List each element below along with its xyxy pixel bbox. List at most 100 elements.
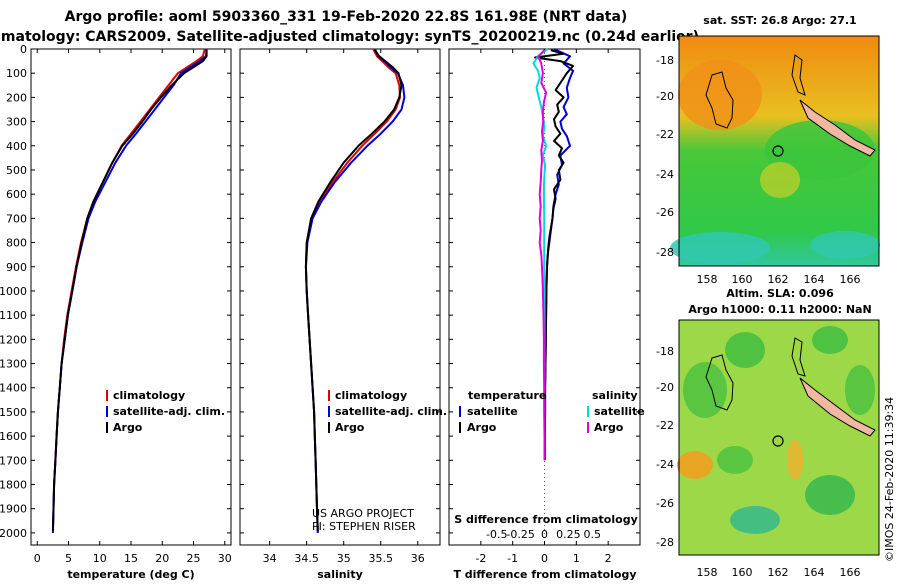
x-tick-label: 30 <box>218 552 232 565</box>
figure-title-line2: Climatology: CARS2009. Satellite-adjuste… <box>0 29 699 45</box>
sla-green-patch-2 <box>812 326 848 354</box>
legend-argo-label: Argo <box>113 421 143 434</box>
depth-tick-label: 100 <box>6 67 27 80</box>
depth-tick-label: 0 <box>20 43 27 56</box>
depth-tick-label: 1600 <box>0 430 27 443</box>
sst-warm-patch <box>678 60 762 130</box>
panel-ticks: 0100200300400500600700800900100011001200… <box>0 43 640 565</box>
sst-lon-tick: 158 <box>697 273 718 286</box>
sst-lon-tick: 166 <box>840 273 861 286</box>
new-caledonia-landmass <box>799 99 876 157</box>
sla-lon-tick: 164 <box>804 566 825 579</box>
depth-tick-label: 1400 <box>0 382 27 395</box>
depth-tick-label: 2000 <box>0 527 27 540</box>
sla-lat-tick: -28 <box>656 536 674 549</box>
legend-satellite-label: satellite-adj. clim. <box>335 405 447 418</box>
x-tick-label: 10 <box>93 552 107 565</box>
difference-xlabel-salinity: S difference from climatology <box>454 513 638 526</box>
temperature-legend: climatology satellite-adj. clim. Argo <box>106 389 225 434</box>
depth-tick-label: 1700 <box>0 454 27 467</box>
sst-lat-tick: -24 <box>656 168 674 181</box>
legend-sal-satellite-label: satellite <box>594 405 645 418</box>
sst-lat-tick: -22 <box>656 128 674 141</box>
salinity-panel-frame <box>239 48 441 546</box>
depth-tick-label: 800 <box>6 237 27 250</box>
salinity-xlabel: salinity <box>317 568 363 580</box>
x-tick-label: 5 <box>65 552 72 565</box>
series-line-argo <box>51 50 208 531</box>
sst-cyan-patch-2 <box>810 231 880 259</box>
reef-outline-2 <box>791 337 806 377</box>
depth-tick-label: 1300 <box>0 358 27 371</box>
x-tick-label: 0 <box>541 552 548 565</box>
salinity-diff-tick-label: -0.5 <box>486 528 507 541</box>
new-caledonia-landmass <box>799 377 876 437</box>
x-tick-label: 35.5 <box>368 552 393 565</box>
depth-tick-label: 1800 <box>0 479 27 492</box>
sst-cyan-patch <box>670 232 770 264</box>
depth-tick-label: 700 <box>6 212 27 225</box>
sla-orange-patch <box>677 451 713 479</box>
depth-tick-label: 400 <box>6 140 27 153</box>
temperature-xlabel: temperature (deg C) <box>67 568 194 580</box>
legend-temperature-title: temperature <box>468 389 546 402</box>
legend-temp-satellite-label: satellite <box>467 405 518 418</box>
sla-map-title-2: Argo h1000: 0.11 h2000: NaN <box>688 303 871 316</box>
legend-salinity-title: salinity <box>592 389 638 402</box>
argo-float-marker <box>772 145 784 157</box>
sst-lon-tick: 162 <box>768 273 789 286</box>
salinity-diff-tick-label: 0 <box>541 528 548 541</box>
sla-lat-tick: -18 <box>656 345 674 358</box>
salinity-legend: climatology satellite-adj. clim. Argo US… <box>312 389 447 533</box>
argo-float-marker <box>772 435 784 447</box>
credit-project: US ARGO PROJECT <box>312 507 414 520</box>
x-tick-label: 0 <box>34 552 41 565</box>
sst-map <box>670 35 880 267</box>
sla-lon-tick: 166 <box>840 566 861 579</box>
depth-tick-label: 1900 <box>0 503 27 516</box>
legend-temp-argo-label: Argo <box>467 421 497 434</box>
figure-title-line1: Argo profile: aoml 5903360_331 19-Feb-20… <box>65 9 628 25</box>
sla-green-patch <box>725 332 765 368</box>
sla-green-patch-6 <box>805 475 855 515</box>
sla-lat-tick: -22 <box>656 419 674 432</box>
sla-lat-tick: -20 <box>656 381 674 394</box>
x-tick-label: -2 <box>475 552 486 565</box>
depth-tick-label: 1200 <box>0 333 27 346</box>
sst-map-frame <box>678 35 880 267</box>
depth-tick-label: 600 <box>6 188 27 201</box>
x-tick-label: 35 <box>337 552 351 565</box>
salinity-diff-tick-label: -0.25 <box>506 528 534 541</box>
salinity-diff-tick-label: 0.5 <box>584 528 602 541</box>
legend-argo-label: Argo <box>335 421 365 434</box>
sla-lon-tick: 160 <box>732 566 753 579</box>
x-tick-label: 34 <box>263 552 277 565</box>
reef-outline <box>705 71 734 129</box>
depth-tick-label: 1100 <box>0 309 27 322</box>
credit-pi: PI: STEPHEN RISER <box>312 520 416 533</box>
sla-map-frame <box>678 319 880 556</box>
sla-green-patch-5 <box>717 446 753 474</box>
sst-lon-tick: 160 <box>732 273 753 286</box>
depth-tick-label: 1500 <box>0 406 27 419</box>
depth-tick-label: 1000 <box>0 285 27 298</box>
legend-sal-argo-label: Argo <box>594 421 624 434</box>
sla-green-patch-3 <box>683 362 727 418</box>
x-tick-label: 2 <box>605 552 612 565</box>
x-tick-label: 36 <box>411 552 425 565</box>
sla-orange-patch-2 <box>787 440 803 480</box>
map-axis-ticks: 158 160 162 164 166 -18 -20 -22 -24 -26 … <box>656 54 860 579</box>
difference-legend: temperature satellite Argo salinity sate… <box>459 389 645 434</box>
sst-lon-tick: 164 <box>804 273 825 286</box>
x-tick-label: 20 <box>155 552 169 565</box>
footer-timestamp: ©IMOS 24-Feb-2020 11:39:34 <box>883 397 896 562</box>
reef-outline <box>705 354 734 411</box>
depth-tick-label: 500 <box>6 164 27 177</box>
depth-tick-label: 200 <box>6 91 27 104</box>
series-line-argo <box>304 49 403 531</box>
series-line-temperature-argo <box>534 49 575 461</box>
difference-xlabel: T difference from climatology <box>453 568 636 580</box>
legend-climatology-label: climatology <box>113 389 185 402</box>
sst-lat-tick: -28 <box>656 246 674 259</box>
